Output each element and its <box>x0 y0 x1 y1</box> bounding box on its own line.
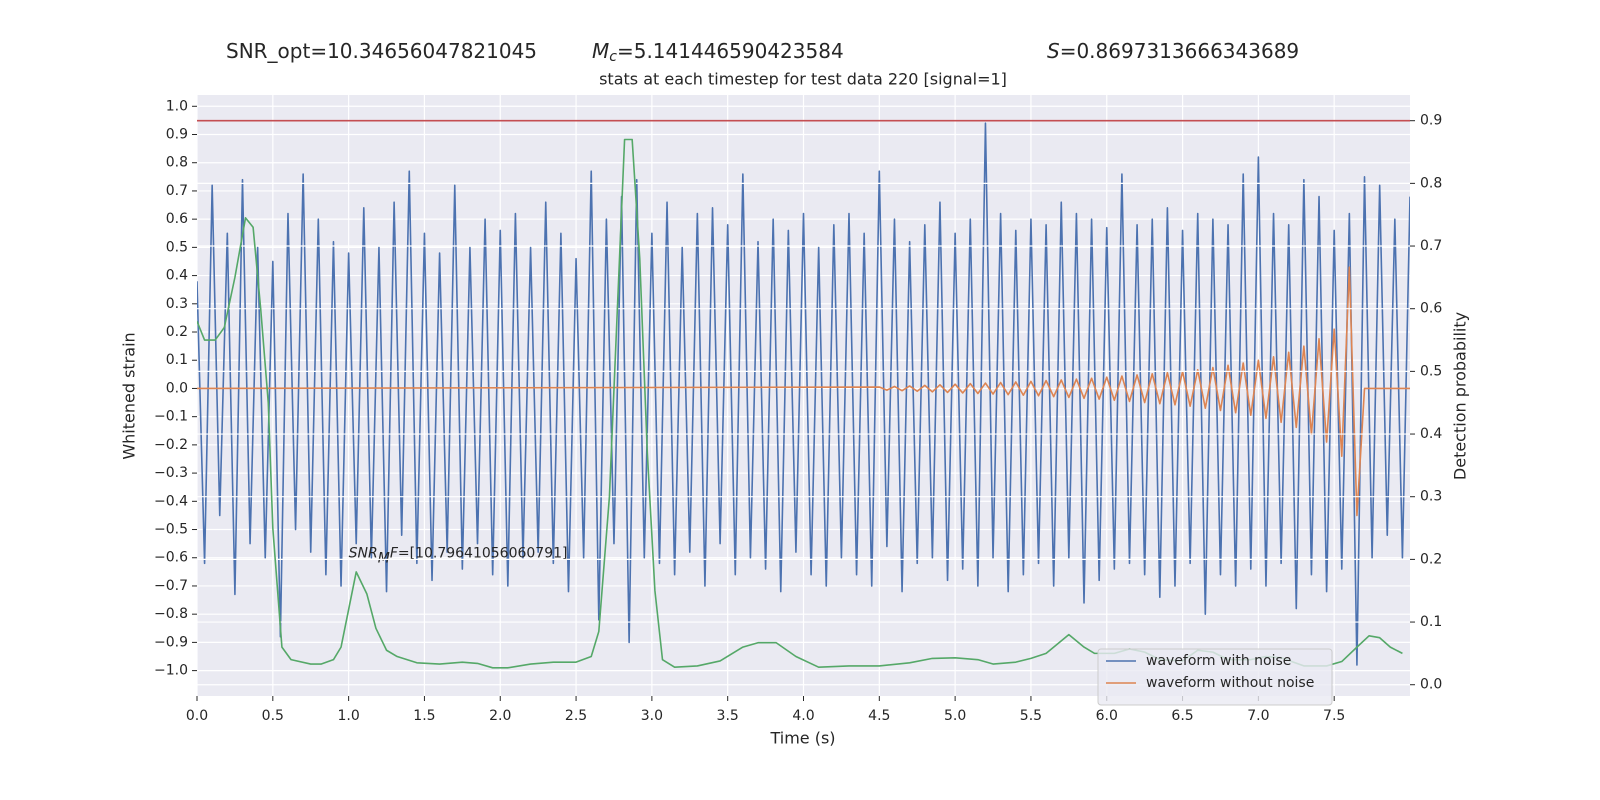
header-symbol: M <box>592 39 609 63</box>
x-tick-label: 6.0 <box>1096 708 1118 724</box>
x-tick-label: 2.0 <box>489 708 511 724</box>
y-tick-label: 0.7 <box>166 183 188 199</box>
annotation-part: F <box>390 546 399 562</box>
y2-tick-label: 0.4 <box>1420 426 1442 442</box>
series-line <box>197 122 1410 666</box>
y-tick-label: 0.4 <box>166 268 188 284</box>
x-tick-label: 2.5 <box>565 708 587 724</box>
annotation-part: SNR <box>349 546 378 562</box>
header-chirp-mass: Mc=5.141446590423584 <box>592 39 844 66</box>
series-line <box>197 266 1410 517</box>
y-tick-label: 0.9 <box>166 127 188 143</box>
y2-tick-label: 0.9 <box>1420 113 1442 129</box>
x-tick-label: 4.5 <box>868 708 890 724</box>
annotation-part: M <box>378 551 390 567</box>
header-text: SNR_opt=10.34656047821045 <box>226 39 537 63</box>
y-tick-label: 0.6 <box>166 211 188 227</box>
legend-label: waveform with noise <box>1146 653 1291 669</box>
y2-tick-label: 0.5 <box>1420 363 1442 379</box>
x-tick-label: 3.5 <box>717 708 739 724</box>
y-tick-label: 1.0 <box>166 98 188 114</box>
y2-tick-label: 0.0 <box>1420 677 1442 693</box>
y-tick-label: −1.0 <box>154 663 188 679</box>
x-tick-label: 0.0 <box>186 708 208 724</box>
y-tick-label: 0.2 <box>166 324 188 340</box>
header-text: =5.141446590423584 <box>617 39 844 63</box>
x-tick-label: 1.0 <box>337 708 359 724</box>
legend-box <box>1097 648 1333 706</box>
legend-label: waveform without noise <box>1146 675 1314 691</box>
y-tick-label: −0.2 <box>154 437 188 453</box>
y-tick-label: 0.5 <box>166 239 188 255</box>
x-axis-label: Time (s) <box>769 729 835 748</box>
y2-tick-label: 0.3 <box>1420 489 1442 505</box>
y-tick-label: 0.0 <box>166 380 188 396</box>
y2-tick-label: 0.8 <box>1420 175 1442 191</box>
x-tick-label: 7.0 <box>1247 708 1269 724</box>
x-tick-label: 5.0 <box>944 708 966 724</box>
x-tick-label: 0.5 <box>262 708 284 724</box>
header-s: S=0.8697313666343689 <box>1047 39 1299 63</box>
y-tick-label: −0.1 <box>154 409 188 425</box>
header-symbol: S <box>1047 39 1060 63</box>
y-axis-label: Whitened strain <box>120 332 139 459</box>
y2-axis-label: Detection probability <box>1451 312 1470 480</box>
x-tick-label: 3.0 <box>641 708 663 724</box>
y2-tick-label: 0.2 <box>1420 551 1442 567</box>
y-tick-label: −0.4 <box>154 493 188 509</box>
header-text: =0.8697313666343689 <box>1060 39 1299 63</box>
y-tick-label: −0.5 <box>154 522 188 538</box>
x-tick-label: 5.5 <box>1020 708 1042 724</box>
y-tick-label: 0.3 <box>166 296 188 312</box>
x-tick-label: 7.5 <box>1323 708 1345 724</box>
y-tick-label: −0.8 <box>154 606 188 622</box>
y-tick-label: −0.7 <box>154 578 188 594</box>
y-tick-label: 0.1 <box>166 352 188 368</box>
header-subscript: c <box>609 49 617 65</box>
header-snr-opt: SNR_opt=10.34656047821045 <box>226 39 537 63</box>
annotation: SNRMF=[10.79641056060791] <box>349 546 568 567</box>
x-tick-label: 6.5 <box>1171 708 1193 724</box>
y-tick-label: −0.3 <box>154 465 188 481</box>
y-tick-label: −0.9 <box>154 634 188 650</box>
y2-tick-label: 0.1 <box>1420 614 1442 630</box>
y-tick-label: 0.8 <box>166 155 188 171</box>
x-tick-label: 4.0 <box>792 708 814 724</box>
annotation-part: =[10.79641056060791] <box>398 546 568 562</box>
y-tick-label: −0.6 <box>154 550 188 566</box>
y2-tick-label: 0.7 <box>1420 238 1442 254</box>
y2-tick-label: 0.6 <box>1420 301 1442 317</box>
chart-title: stats at each timestep for test data 220… <box>599 70 1007 89</box>
x-tick-label: 1.5 <box>413 708 435 724</box>
